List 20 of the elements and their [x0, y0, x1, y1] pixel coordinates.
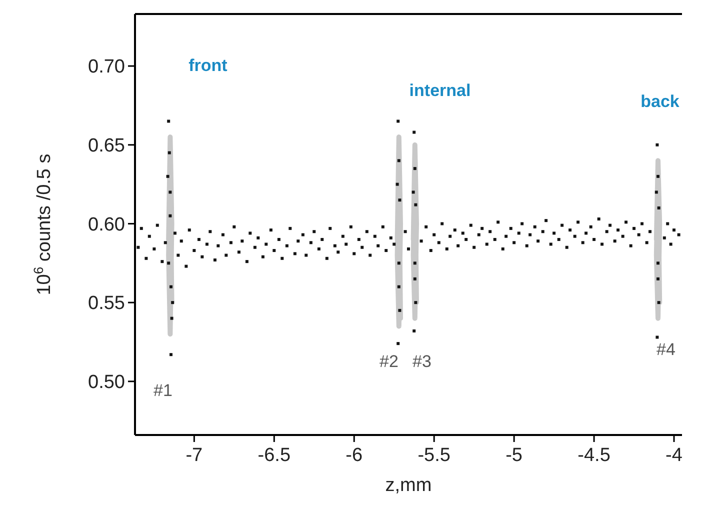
annotation: front [188, 56, 228, 75]
x-tick-label: -4 [666, 445, 683, 466]
annotation: #1 [154, 380, 172, 400]
y-tick-label: 0.70 [88, 56, 125, 78]
x-tick-label: -5.5 [418, 445, 450, 466]
x-tick-label: -7 [186, 445, 203, 466]
annotation: #2 [380, 352, 398, 371]
y-tick-label: 0.65 [88, 136, 125, 157]
annotation: #3 [412, 352, 432, 371]
y-tick-label: 0.50 [88, 372, 125, 394]
x-tick-label: -5 [506, 445, 523, 466]
x-tick-label: -4.5 [578, 445, 610, 466]
annotation: #4 [656, 340, 676, 359]
x-tick-label: -6.5 [258, 445, 291, 466]
annotation: internal [409, 80, 471, 100]
y-tick-label: 0.55 [88, 293, 125, 314]
y-tick-label: 0.60 [88, 214, 125, 236]
x-axis-title: z,mm [385, 475, 432, 496]
x-tick-label: -6 [346, 445, 363, 466]
annotation: back [640, 92, 680, 111]
